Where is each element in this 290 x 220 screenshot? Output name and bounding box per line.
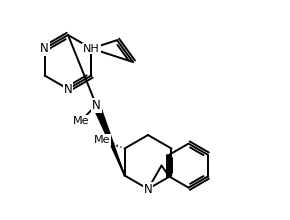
- Text: Me: Me: [72, 116, 89, 126]
- Text: N: N: [64, 82, 72, 95]
- Text: Me: Me: [94, 135, 110, 145]
- Text: N: N: [92, 99, 101, 112]
- Text: N: N: [40, 42, 49, 55]
- Polygon shape: [93, 104, 125, 176]
- Text: NH: NH: [83, 44, 100, 53]
- Text: N: N: [144, 183, 152, 196]
